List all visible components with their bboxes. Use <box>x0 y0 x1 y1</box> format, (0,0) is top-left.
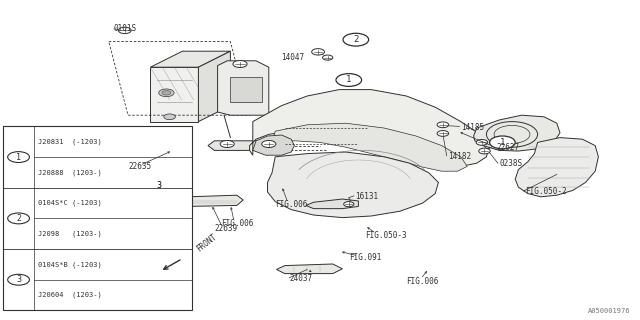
Polygon shape <box>276 264 342 274</box>
Circle shape <box>479 148 490 154</box>
Circle shape <box>342 77 355 83</box>
Circle shape <box>220 140 234 148</box>
Polygon shape <box>515 138 598 197</box>
Text: 0104S*B (-1203): 0104S*B (-1203) <box>38 261 102 268</box>
Text: 2: 2 <box>353 35 358 44</box>
Polygon shape <box>306 199 358 209</box>
Circle shape <box>476 140 488 145</box>
Circle shape <box>437 131 449 136</box>
Text: 0104S*C (-1203): 0104S*C (-1203) <box>38 200 102 206</box>
Circle shape <box>497 140 508 145</box>
Circle shape <box>437 122 449 128</box>
Text: J20888  (1203-): J20888 (1203-) <box>38 169 102 176</box>
Text: 14185: 14185 <box>461 124 484 132</box>
Polygon shape <box>218 61 269 115</box>
Text: J2098   (1203-): J2098 (1203-) <box>38 230 102 237</box>
Circle shape <box>8 274 29 285</box>
Text: 1: 1 <box>16 153 21 162</box>
Text: 22627: 22627 <box>496 143 519 152</box>
Circle shape <box>118 27 131 34</box>
Polygon shape <box>230 77 262 102</box>
Text: 3: 3 <box>16 275 21 284</box>
Text: FIG.006: FIG.006 <box>406 277 439 286</box>
Text: FIG.050-2: FIG.050-2 <box>525 188 566 196</box>
Text: 14182: 14182 <box>448 152 471 161</box>
Circle shape <box>162 91 171 95</box>
Polygon shape <box>268 152 438 218</box>
Polygon shape <box>198 51 230 122</box>
Text: 2: 2 <box>16 214 21 223</box>
Text: FRONT: FRONT <box>195 232 219 253</box>
Polygon shape <box>180 195 243 206</box>
Text: 0101S: 0101S <box>114 24 137 33</box>
Text: 16131: 16131 <box>355 192 378 201</box>
Text: A050001976: A050001976 <box>588 308 630 314</box>
Text: 1: 1 <box>500 138 505 147</box>
Circle shape <box>8 213 29 224</box>
Polygon shape <box>474 115 560 151</box>
Text: 0238S: 0238S <box>499 159 522 168</box>
Text: FIG.006: FIG.006 <box>275 200 308 209</box>
Text: FIG.091: FIG.091 <box>349 253 381 262</box>
Polygon shape <box>250 90 490 166</box>
Circle shape <box>323 55 333 60</box>
Text: FIG.006: FIG.006 <box>221 219 253 228</box>
Circle shape <box>8 152 29 163</box>
Circle shape <box>312 49 324 55</box>
Polygon shape <box>266 123 467 171</box>
Polygon shape <box>208 141 288 150</box>
Circle shape <box>336 74 362 86</box>
Circle shape <box>349 36 362 43</box>
Circle shape <box>490 136 515 149</box>
Circle shape <box>147 180 170 191</box>
Circle shape <box>164 114 175 120</box>
Circle shape <box>343 33 369 46</box>
Polygon shape <box>150 67 198 122</box>
Polygon shape <box>253 135 294 155</box>
Text: 14047: 14047 <box>282 53 305 62</box>
Circle shape <box>262 140 276 148</box>
Text: J20604  (1203-): J20604 (1203-) <box>38 292 102 298</box>
Circle shape <box>233 60 247 68</box>
Text: 22635: 22635 <box>128 162 151 171</box>
Text: FIG.050-3: FIG.050-3 <box>365 231 406 240</box>
Circle shape <box>344 202 354 207</box>
Polygon shape <box>150 51 230 67</box>
Text: 24037: 24037 <box>289 274 312 283</box>
Text: 3: 3 <box>156 181 161 190</box>
Text: 1: 1 <box>346 76 351 84</box>
Text: 22639: 22639 <box>214 224 237 233</box>
Text: J20831  (-1203): J20831 (-1203) <box>38 139 102 145</box>
FancyBboxPatch shape <box>3 126 192 310</box>
Circle shape <box>159 89 174 97</box>
